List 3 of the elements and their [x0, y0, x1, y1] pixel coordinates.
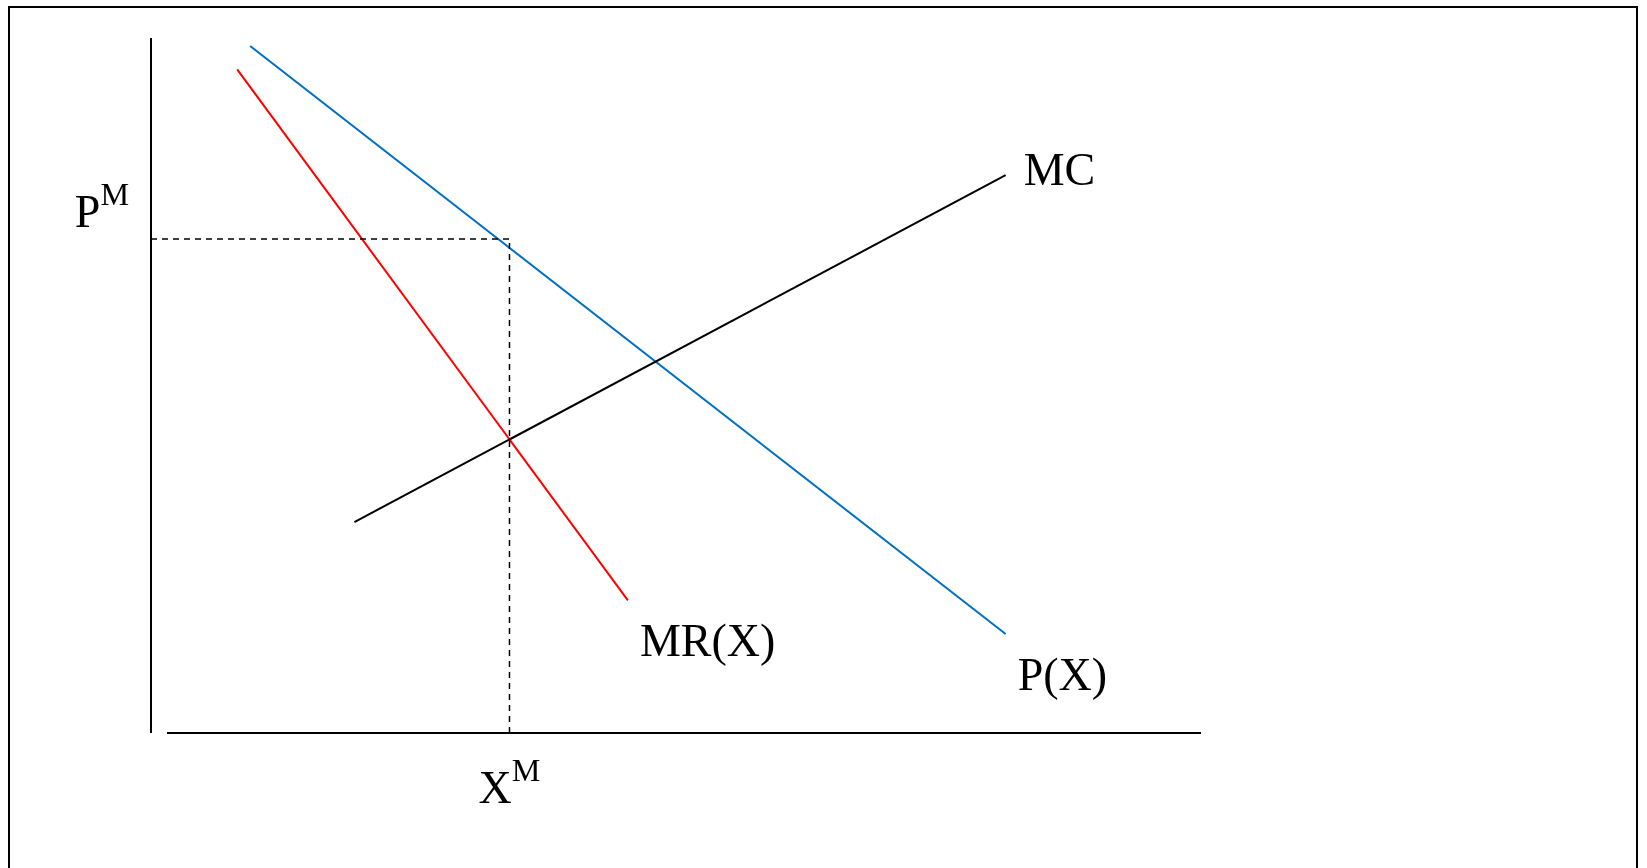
series-label: MR(X) — [639, 615, 776, 667]
series-label: P(X) — [1017, 649, 1108, 701]
series-label: MC — [1023, 144, 1096, 196]
